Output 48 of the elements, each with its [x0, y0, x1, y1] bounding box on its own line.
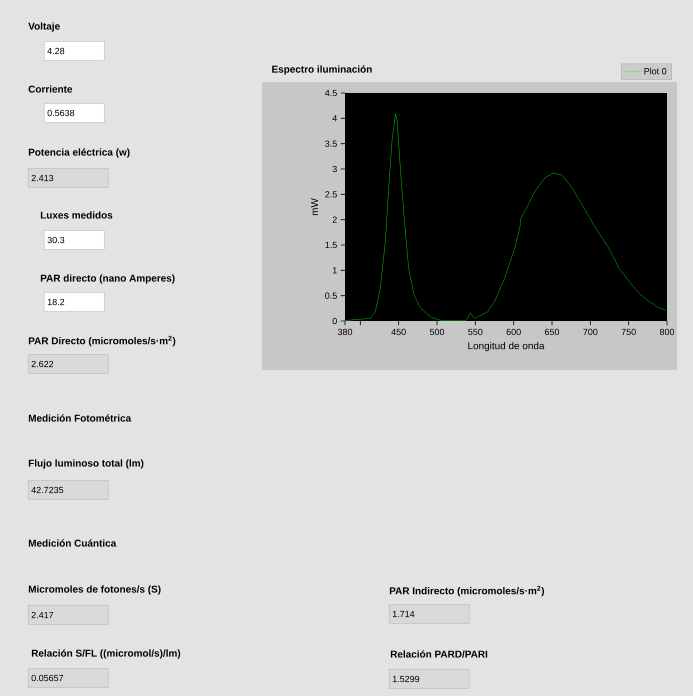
y-tick-label: 2 — [332, 216, 337, 223]
text: Relación PARD/PARI — [390, 650, 488, 658]
text: 4.28 — [47, 48, 64, 54]
y-tick-label: 4.5 — [324, 90, 337, 96]
x-tick-label: 450 — [391, 328, 406, 336]
text: 2.622 — [32, 360, 54, 368]
text: Relación S/FL ((micromol/s)/lm) — [32, 649, 180, 659]
text: 0.5638 — [48, 110, 74, 116]
text: PAR Directo (micromoles/s·m$^{2}$) — [28, 336, 176, 346]
text: 42.7235 — [31, 486, 64, 494]
x-tick-label: 550 — [468, 328, 482, 336]
x-tick-label: 750 — [622, 328, 636, 336]
y-tick-label: 0 — [332, 318, 337, 324]
text: 1.714 — [392, 610, 414, 618]
x-tick-label: 700 — [583, 328, 598, 336]
y-tick-label: 1.5 — [325, 242, 337, 248]
text: Luxes medidos — [40, 211, 112, 219]
legend-label: Plot 0 — [644, 68, 666, 74]
text: 2.413 — [32, 174, 54, 182]
text: PAR directo (nano Amperes) — [40, 274, 175, 284]
text: Micromoles de fotones/s (S) — [28, 585, 161, 595]
text: 0.05657 — [32, 674, 64, 682]
x-tick-label: 600 — [506, 328, 521, 336]
line-series — [345, 114, 666, 321]
y-tick-label: 2.5 — [325, 191, 337, 198]
chart-title: Espectro iluminación — [272, 65, 372, 75]
text: Medición Cuántica — [28, 539, 116, 547]
y-tick-label: 3 — [332, 166, 337, 172]
x-tick-label: 650 — [544, 328, 560, 336]
y-axis-title: mW — [311, 198, 318, 216]
y-tick-label: 1 — [332, 267, 337, 274]
y-tick-label: 0.5 — [325, 292, 337, 299]
y-tick-label: 4 — [332, 115, 337, 122]
text: Flujo luminoso total (lm) — [28, 459, 144, 469]
text: 30.3 — [48, 236, 64, 244]
text: Corriente — [28, 85, 72, 93]
text: Medición Fotométrica — [28, 414, 132, 422]
text: 2.417 — [32, 612, 54, 618]
y-tick-label: 3.5 — [325, 140, 337, 147]
x-tick-label: 800 — [660, 328, 674, 336]
x-tick-label: 380 — [338, 328, 352, 336]
x-axis-title: Longitud de onda — [468, 342, 544, 352]
text: PAR Indirecto (micromoles/s·m$^{2}$) — [390, 586, 544, 596]
text: 18.2 — [48, 298, 64, 306]
x-tick-label: 500 — [430, 328, 444, 336]
text: 1.5299 — [392, 676, 420, 682]
text: Potencia eléctrica (w) — [28, 148, 130, 158]
text: Voltaje — [28, 22, 60, 32]
